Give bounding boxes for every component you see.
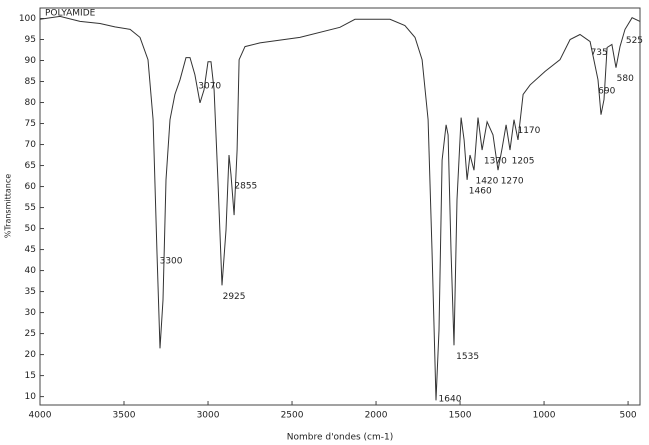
peak-label: 1420 bbox=[475, 177, 498, 187]
peak-label: 580 bbox=[617, 74, 634, 84]
peak-label: 3300 bbox=[160, 256, 183, 266]
peak-label: 1370 bbox=[484, 156, 507, 166]
peak-label: 1170 bbox=[517, 126, 540, 136]
y-tick-label: 35 bbox=[25, 287, 36, 297]
y-tick-label: 15 bbox=[25, 371, 36, 381]
y-tick-label: 100 bbox=[19, 14, 36, 24]
x-tick-label: 500 bbox=[619, 411, 636, 421]
y-tick-label: 85 bbox=[25, 77, 36, 87]
x-axis-label: Nombre d'ondes (cm-1) bbox=[287, 433, 394, 443]
y-tick-label: 10 bbox=[25, 392, 37, 402]
peak-label: 1640 bbox=[439, 395, 462, 405]
y-tick-label: 60 bbox=[25, 182, 37, 192]
y-tick-label: 90 bbox=[25, 56, 37, 66]
x-tick-label: 1500 bbox=[449, 411, 472, 421]
y-tick-label: 50 bbox=[25, 224, 37, 234]
chart-title: POLYAMIDE bbox=[45, 9, 96, 19]
x-tick-label: 1000 bbox=[533, 411, 556, 421]
peak-label: 1460 bbox=[469, 186, 492, 196]
peak-label: 735 bbox=[591, 48, 608, 58]
peak-label: 3070 bbox=[198, 81, 221, 91]
peak-label: 2855 bbox=[234, 181, 257, 191]
x-tick-label: 4000 bbox=[29, 411, 52, 421]
plot-frame bbox=[39, 7, 641, 406]
peak-label: 690 bbox=[598, 86, 615, 96]
peak-label: 1535 bbox=[456, 352, 479, 362]
y-tick-label: 80 bbox=[25, 98, 37, 108]
x-tick-label: 2000 bbox=[365, 411, 388, 421]
y-tick-label: 20 bbox=[25, 350, 37, 360]
y-tick-label: 55 bbox=[25, 203, 36, 213]
y-tick-label: 70 bbox=[25, 140, 37, 150]
peak-label: 1270 bbox=[501, 177, 524, 187]
peak-label: 525 bbox=[626, 36, 643, 46]
x-tick-label: 2500 bbox=[281, 411, 304, 421]
peak-label: 1205 bbox=[512, 156, 535, 166]
spectrum-line bbox=[39, 15, 641, 401]
x-tick-label: 3000 bbox=[197, 411, 220, 421]
y-tick-label: 95 bbox=[25, 35, 36, 45]
y-tick-label: 40 bbox=[25, 266, 37, 276]
y-axis-label: %Transmittance bbox=[4, 174, 13, 238]
x-tick-label: 3500 bbox=[113, 411, 136, 421]
y-tick-label: 45 bbox=[25, 245, 36, 255]
peak-label: 2925 bbox=[223, 292, 246, 302]
y-tick-label: 65 bbox=[25, 161, 36, 171]
y-tick-label: 75 bbox=[25, 119, 36, 129]
y-tick-label: 30 bbox=[25, 308, 37, 318]
y-tick-label: 25 bbox=[25, 329, 36, 339]
